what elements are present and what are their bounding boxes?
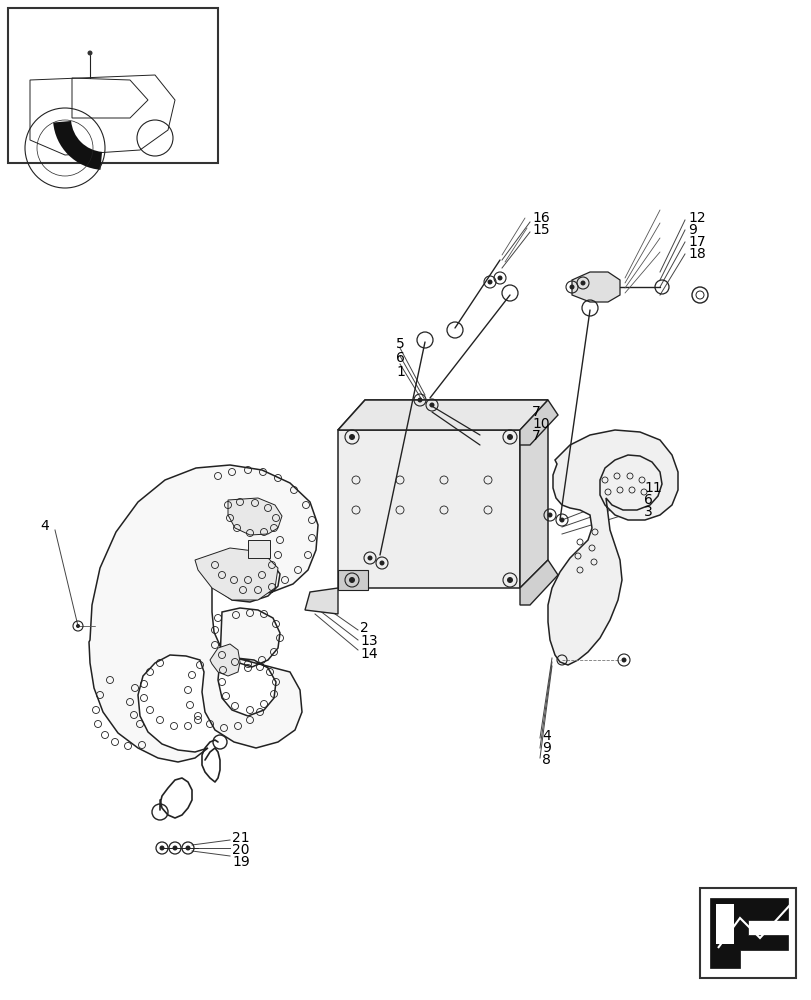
Text: 15: 15 (531, 223, 549, 237)
Polygon shape (337, 400, 547, 430)
Polygon shape (571, 272, 620, 302)
Bar (8, 8, 217, 163)
Text: 2: 2 (359, 621, 368, 635)
Polygon shape (715, 904, 733, 944)
Circle shape (76, 624, 80, 628)
Text: 12: 12 (687, 211, 705, 225)
Polygon shape (337, 430, 519, 588)
Bar (247, 540, 270, 558)
Polygon shape (210, 644, 240, 676)
Bar (699, 888, 795, 978)
Circle shape (506, 434, 513, 440)
Circle shape (547, 512, 551, 518)
Circle shape (497, 275, 502, 280)
Polygon shape (519, 560, 557, 605)
Circle shape (379, 560, 384, 566)
Circle shape (487, 279, 492, 284)
Text: 6: 6 (643, 493, 652, 507)
Circle shape (349, 577, 354, 583)
Text: 5: 5 (396, 337, 404, 351)
Circle shape (88, 50, 92, 55)
Text: 9: 9 (541, 741, 550, 755)
Text: 10: 10 (531, 417, 549, 431)
Text: 17: 17 (687, 235, 705, 249)
Text: 21: 21 (232, 831, 249, 845)
Bar (337, 570, 367, 590)
Circle shape (569, 284, 574, 290)
Text: 7: 7 (531, 405, 540, 419)
Text: 16: 16 (531, 211, 549, 225)
Polygon shape (519, 400, 557, 445)
Text: 14: 14 (359, 647, 377, 661)
Circle shape (559, 518, 564, 522)
Text: 9: 9 (687, 223, 696, 237)
Wedge shape (54, 121, 102, 170)
Text: 6: 6 (396, 351, 405, 365)
Text: 18: 18 (687, 247, 705, 261)
Circle shape (159, 846, 165, 850)
Polygon shape (89, 465, 318, 762)
Circle shape (367, 556, 372, 560)
Text: 4: 4 (541, 729, 550, 743)
Text: 13: 13 (359, 634, 377, 648)
Polygon shape (547, 430, 677, 665)
Circle shape (580, 280, 585, 286)
Text: 7: 7 (531, 429, 540, 443)
Circle shape (185, 846, 191, 850)
Text: 20: 20 (232, 843, 249, 857)
Polygon shape (195, 548, 277, 600)
Text: 8: 8 (541, 753, 550, 767)
Polygon shape (337, 400, 547, 430)
Polygon shape (709, 898, 787, 968)
Text: 3: 3 (643, 505, 652, 519)
Circle shape (349, 434, 354, 440)
Polygon shape (228, 498, 281, 535)
Circle shape (620, 658, 626, 662)
Text: 1: 1 (396, 365, 405, 379)
Circle shape (417, 397, 422, 402)
Text: 4: 4 (40, 519, 49, 533)
Circle shape (429, 402, 434, 408)
Circle shape (506, 577, 513, 583)
Polygon shape (305, 588, 337, 614)
Text: 19: 19 (232, 855, 250, 869)
Circle shape (172, 846, 178, 850)
Polygon shape (519, 400, 547, 588)
Text: 11: 11 (643, 481, 661, 495)
